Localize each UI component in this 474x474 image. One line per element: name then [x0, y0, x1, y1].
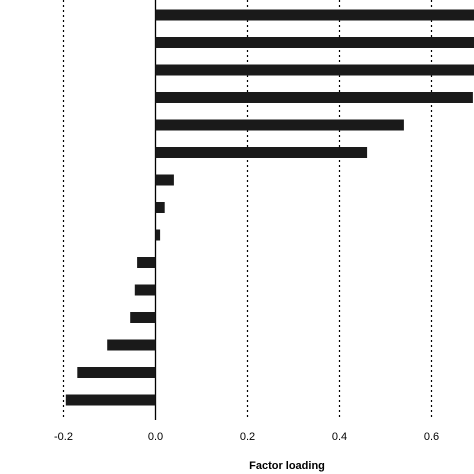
bar-6	[155, 147, 368, 158]
x-tick-label-0: -0.2	[54, 431, 73, 443]
x-tick-label-3: 0.4	[332, 431, 347, 443]
bar-11	[134, 284, 156, 296]
bar-8	[155, 202, 165, 213]
bar-3	[155, 64, 474, 76]
x-axis-title: Factor loading	[249, 460, 325, 472]
bar-9	[155, 229, 161, 241]
bar-12	[130, 312, 156, 323]
x-tick-label-2: 0.2	[240, 431, 255, 443]
bar-10	[137, 257, 156, 268]
bar-15	[65, 394, 156, 406]
x-tick-label-1: 0.0	[148, 431, 163, 443]
bar-5	[155, 119, 404, 131]
bars	[65, 9, 474, 406]
gridlines	[62, 0, 433, 420]
bar-7	[155, 174, 174, 186]
bar-14	[77, 367, 156, 378]
bar-1	[155, 9, 474, 21]
x-tick-label-4: 0.6	[424, 431, 439, 443]
x-tick-labels: -0.2 0.0 0.2 0.4 0.6	[54, 431, 439, 443]
bar-13	[107, 339, 156, 351]
bar-4	[155, 92, 473, 103]
bar-2	[155, 37, 474, 48]
